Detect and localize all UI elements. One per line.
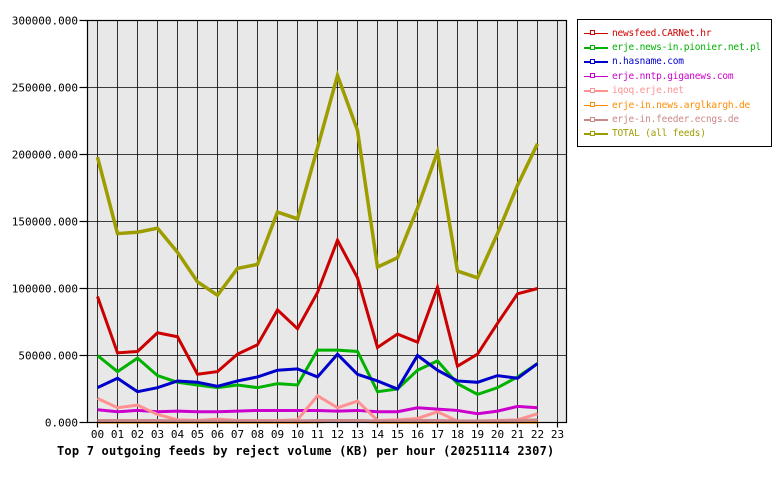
legend-item-erje-nntp-giganews-com: erje.nntp.giganews.com xyxy=(584,69,766,83)
legend-item-erje-news-in-pionier-net-pl: erje.news-in.pionier.net.pl xyxy=(584,40,766,54)
x-tick-label: 16 xyxy=(411,428,424,441)
series-line-erje-news-in-pionier-net-pl xyxy=(96,348,539,396)
legend-square-marker-icon xyxy=(590,130,595,136)
legend-item-iqoq-erje-net: iqoq.erje.net xyxy=(584,84,766,98)
y-tick-label: 200000.000 xyxy=(12,149,78,162)
series-line-n-hasname-com xyxy=(96,351,539,394)
legend-label: TOTAL (all feeds) xyxy=(612,128,706,140)
legend-label: iqoq.erje.net xyxy=(612,85,684,97)
series-line-erje-in-feeder-ecngs-de xyxy=(97,418,538,423)
x-tick-label: 08 xyxy=(251,428,264,441)
y-tick-label: 50000.000 xyxy=(18,350,78,363)
legend-square-marker-icon xyxy=(590,87,595,93)
legend-label: n.hasname.com xyxy=(612,56,684,68)
legend-line-sample xyxy=(584,72,608,81)
legend-square-marker-icon xyxy=(590,102,595,108)
legend-item-erje-in-news-arglkargh-de: erje-in.news.arglkargh.de xyxy=(584,98,766,112)
legend-label: erje.news-in.pionier.net.pl xyxy=(612,42,762,54)
y-tick-label: 150000.000 xyxy=(12,216,78,229)
legend-square-marker-icon xyxy=(590,116,595,122)
legend-item-total-all-feeds-: TOTAL (all feeds) xyxy=(584,127,766,141)
x-tick-label: 09 xyxy=(271,428,284,441)
legend-box: newsfeed.CARNet.hr erje.news-in.pionier.n… xyxy=(577,19,772,148)
y-tick-label: 250000.000 xyxy=(12,82,78,95)
x-tick-label: 13 xyxy=(351,428,364,441)
legend-line-sample xyxy=(584,57,608,66)
x-tick-label: 06 xyxy=(211,428,224,441)
legend-label: erje-in.feeder.ecngs.de xyxy=(612,114,739,126)
x-tick-label: 10 xyxy=(291,428,304,441)
y-tick-label: 100000.000 xyxy=(12,283,78,296)
y-tick-label: 300000.000 xyxy=(12,15,78,28)
x-tick-label: 19 xyxy=(471,428,484,441)
y-tick-label: 0.000 xyxy=(45,417,78,430)
x-tick-label: 00 xyxy=(91,428,104,441)
series-line-erje-nntp-giganews-com xyxy=(97,404,538,416)
x-tick-label: 01 xyxy=(111,428,124,441)
x-tick-label: 23 xyxy=(551,428,564,441)
legend-square-marker-icon xyxy=(590,30,595,36)
x-tick-label: 05 xyxy=(191,428,204,441)
legend-square-marker-icon xyxy=(590,58,595,64)
legend-item-n-hasname-com: n.hasname.com xyxy=(584,55,766,69)
legend-square-marker-icon xyxy=(590,44,595,50)
x-tick-label: 11 xyxy=(311,428,324,441)
x-tick-label: 15 xyxy=(391,428,404,441)
x-tick-label: 21 xyxy=(511,428,524,441)
legend-item-erje-in-feeder-ecngs-de: erje-in.feeder.ecngs.de xyxy=(584,112,766,126)
legend-line-sample xyxy=(584,101,608,110)
plot-border xyxy=(86,19,568,424)
legend-line-sample xyxy=(584,129,608,138)
x-tick-label: 17 xyxy=(431,428,444,441)
x-tick-label: 07 xyxy=(231,428,244,441)
legend-label: erje-in.news.arglkargh.de xyxy=(612,99,750,111)
x-tick-label: 04 xyxy=(171,428,185,441)
y-axis-labels: 0.000 50000.000 100000.000 150000.000 200000… xyxy=(12,15,78,430)
series-line-newsfeed-carnet-hr xyxy=(96,236,538,376)
chart-title: Top 7 outgoing feeds by reject volume (K… xyxy=(57,444,555,458)
x-tick-label: 14 xyxy=(371,428,385,441)
x-tick-label: 18 xyxy=(451,428,464,441)
x-axis-labels: 00 01 02 03 04 05 06 07 08 09 10 11 12 13 14 15 16 17 18 19… xyxy=(91,428,564,441)
x-tick-label: 03 xyxy=(151,428,164,441)
legend-square-marker-icon xyxy=(590,73,595,79)
legend-item-newsfeed-carnet-hr: newsfeed.CARNet.hr xyxy=(584,26,766,40)
legend-label: newsfeed.CARNet.hr xyxy=(612,27,712,39)
legend-label: erje.nntp.giganews.com xyxy=(612,70,734,82)
x-tick-label: 20 xyxy=(491,428,504,441)
x-tick-label: 02 xyxy=(131,428,144,441)
legend-line-sample xyxy=(584,115,608,124)
x-tick-label: 12 xyxy=(331,428,344,441)
legend-line-sample xyxy=(584,43,608,52)
legend-line-sample xyxy=(584,29,608,38)
series-line-total-all-feeds- xyxy=(95,69,540,298)
x-tick-label: 22 xyxy=(531,428,544,441)
legend-line-sample xyxy=(584,86,608,95)
